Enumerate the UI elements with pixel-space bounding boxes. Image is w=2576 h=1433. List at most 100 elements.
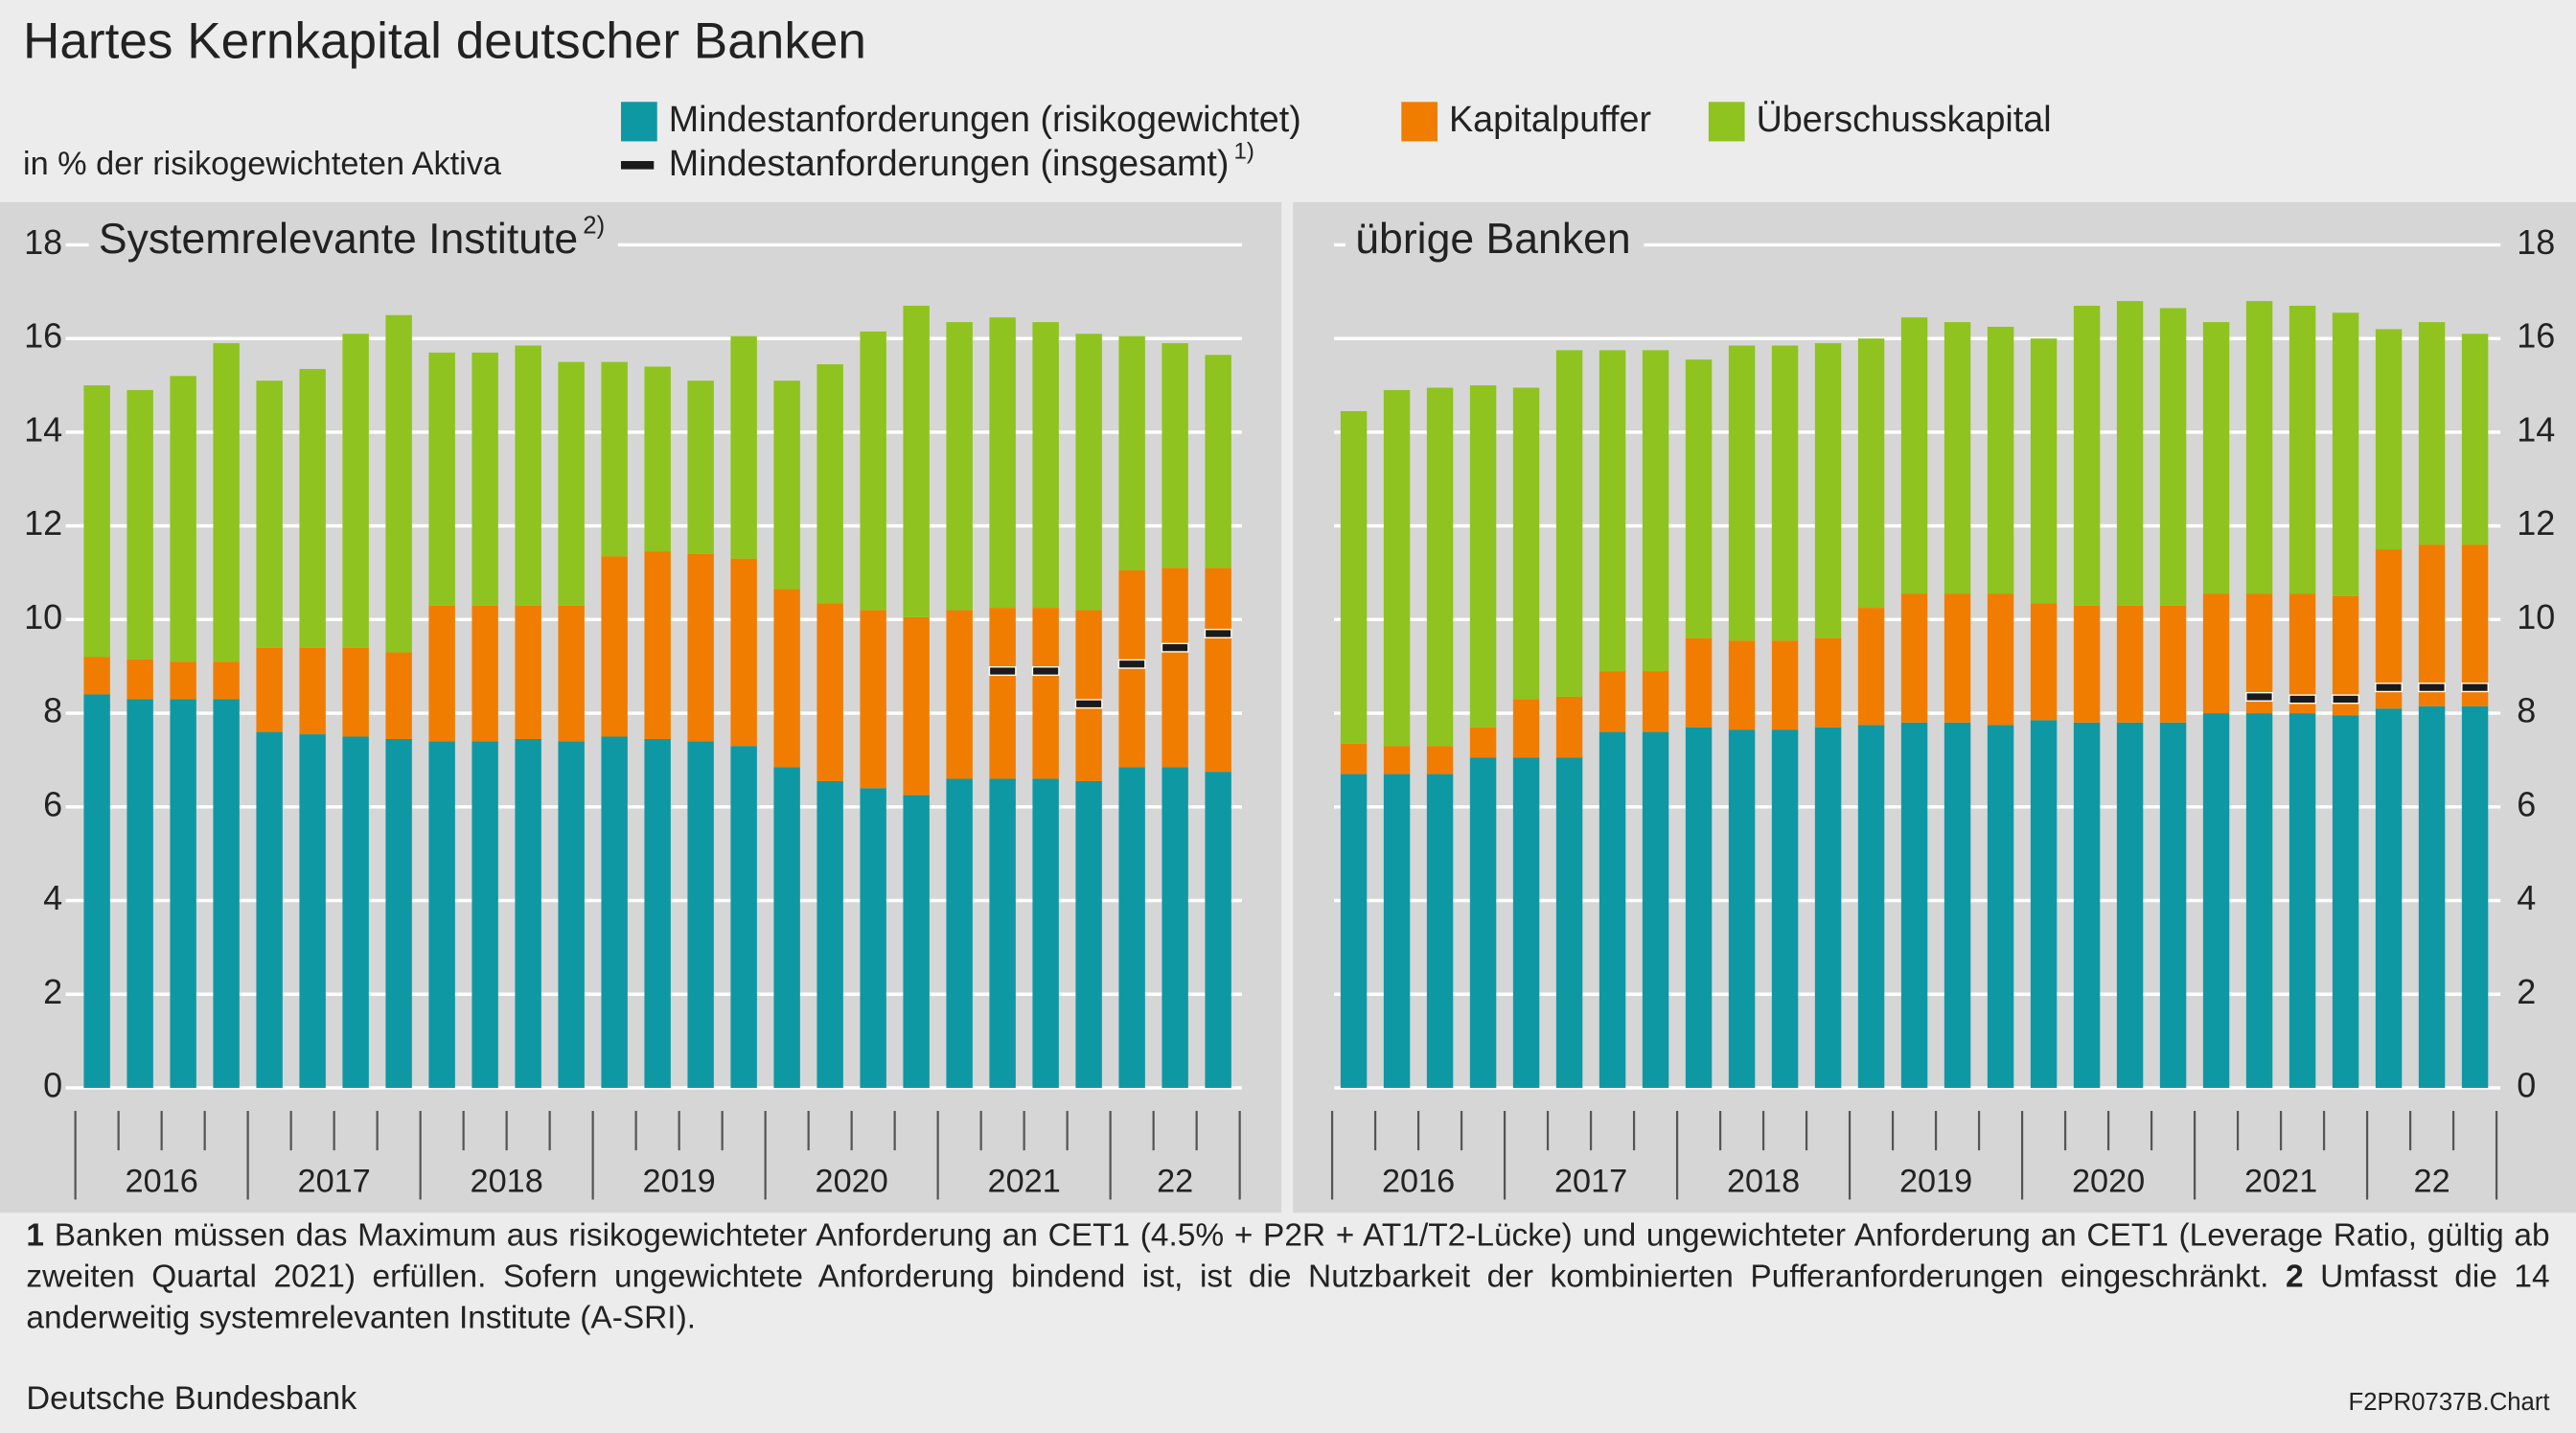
bar-segment (342, 334, 369, 648)
bar-segment (2159, 308, 2187, 606)
y-tick-label: 18 (24, 222, 62, 262)
bar-segment (2461, 544, 2489, 706)
requirement-marker (2332, 694, 2359, 705)
year-label: 2021 (2244, 1163, 2317, 1199)
bar-segment (946, 322, 973, 611)
year-label: 2017 (1554, 1163, 1627, 1199)
bar-segment (2116, 722, 2144, 1088)
year-label: 2021 (988, 1163, 1061, 1199)
bar-segment (1032, 608, 1059, 779)
bar-segment (558, 361, 585, 606)
bar-segment (644, 738, 671, 1088)
bar-segment (773, 589, 800, 768)
bar-segment (1598, 350, 1626, 672)
bar-segment (1598, 671, 1626, 732)
bar-segment (601, 361, 628, 557)
bar-segment (730, 558, 757, 747)
bar-segment (1383, 774, 1411, 1088)
bar-segment (860, 610, 886, 789)
chart-code: F2PR0737B.Chart (2349, 1389, 2550, 1416)
bar-segment (2116, 605, 2144, 723)
bar-segment (1162, 567, 1188, 768)
year-label: 2016 (126, 1163, 198, 1199)
bar-segment (428, 741, 455, 1088)
bar-segment (170, 376, 196, 662)
bar-segment (1728, 345, 1756, 641)
legend-name: Mindestanforderungen (insgesamt) (669, 143, 1230, 183)
legend-swatch (1401, 102, 1438, 142)
bar-segment (2288, 305, 2316, 594)
requirement-marker (1204, 629, 1232, 638)
requirement-marker (1161, 642, 1189, 653)
bar-segment (1857, 725, 1885, 1088)
footnote-text: Umfasst die 14 anderweitig systemrelevan… (26, 1259, 2550, 1336)
legend-line (621, 161, 655, 170)
bar-segment (601, 556, 628, 737)
legend-name: Überschusskapital (1757, 99, 2052, 139)
bar-segment (83, 694, 110, 1088)
bar-segment (687, 741, 714, 1088)
bar-segment (385, 314, 412, 653)
y-tick-label: 0 (2517, 1065, 2536, 1104)
legend: Mindestanforderungen (risikogewichtet) Ka… (621, 99, 2052, 183)
bar-segment (1987, 725, 2014, 1088)
bar-segment (299, 734, 326, 1088)
bar-segment (1814, 727, 1842, 1088)
bar-segment (1987, 593, 2014, 726)
bar-segment (2202, 593, 2230, 714)
year-label: 22 (2414, 1163, 2450, 1199)
bar-segment (644, 366, 671, 552)
bar-segment (515, 738, 541, 1088)
bar-segment (1944, 322, 1971, 594)
bar-segment (1685, 727, 1713, 1088)
bar-segment (860, 788, 886, 1088)
bar-segment (816, 603, 843, 781)
bar-segment (1512, 699, 1540, 758)
bar-segment (2288, 593, 2316, 714)
bar-segment (1205, 355, 1231, 568)
bar-segment (2245, 713, 2273, 1088)
bar-segment (126, 659, 153, 700)
source: Deutsche Bundesbank (26, 1380, 357, 1417)
panel-title-note: 2) (583, 212, 605, 239)
bar-segment (1469, 757, 1497, 1088)
bar-segment (126, 699, 153, 1088)
year-label: 2019 (1899, 1163, 1972, 1199)
bar-segment (989, 778, 1016, 1088)
bar-segment (385, 738, 412, 1088)
bar-segment (2288, 713, 2316, 1088)
bar-segment (2418, 544, 2446, 706)
requirement-marker (1031, 666, 1060, 677)
subtitle: in % der risikogewichteten Aktiva (23, 146, 502, 182)
bar-segment (687, 553, 714, 742)
bar-segment (1118, 767, 1145, 1088)
legend-name: Mindestanforderungen (risikogewichtet) (669, 99, 1301, 139)
bar-segment (1944, 593, 1971, 723)
bar-segment (1555, 757, 1583, 1088)
bar-segment (256, 381, 283, 648)
bar-segment (342, 736, 369, 1088)
y-tick-label: 2 (2517, 972, 2536, 1011)
bar-segment (2375, 708, 2403, 1088)
bar-segment (2159, 722, 2187, 1088)
bar-segment (2332, 715, 2359, 1088)
bar-segment (2375, 329, 2403, 550)
bar-segment (1512, 757, 1540, 1088)
bar-segment (601, 736, 628, 1088)
y-tick-label: 10 (24, 597, 62, 636)
year-label: 2020 (816, 1163, 888, 1199)
bar-segment (816, 364, 843, 604)
bar-segment (213, 661, 240, 700)
requirement-marker (2288, 694, 2316, 705)
bar-segment (83, 657, 110, 695)
bar-segment (428, 352, 455, 606)
bar-segment (1642, 671, 1669, 732)
bar-segment (989, 317, 1016, 609)
y-tick-label: 12 (24, 503, 62, 543)
requirement-marker (1117, 659, 1146, 669)
bar-segment (213, 343, 240, 662)
bar-segment (342, 647, 369, 737)
bar-segment (860, 331, 886, 611)
bar-segment (1340, 774, 1368, 1088)
bar-segment (1771, 345, 1799, 641)
